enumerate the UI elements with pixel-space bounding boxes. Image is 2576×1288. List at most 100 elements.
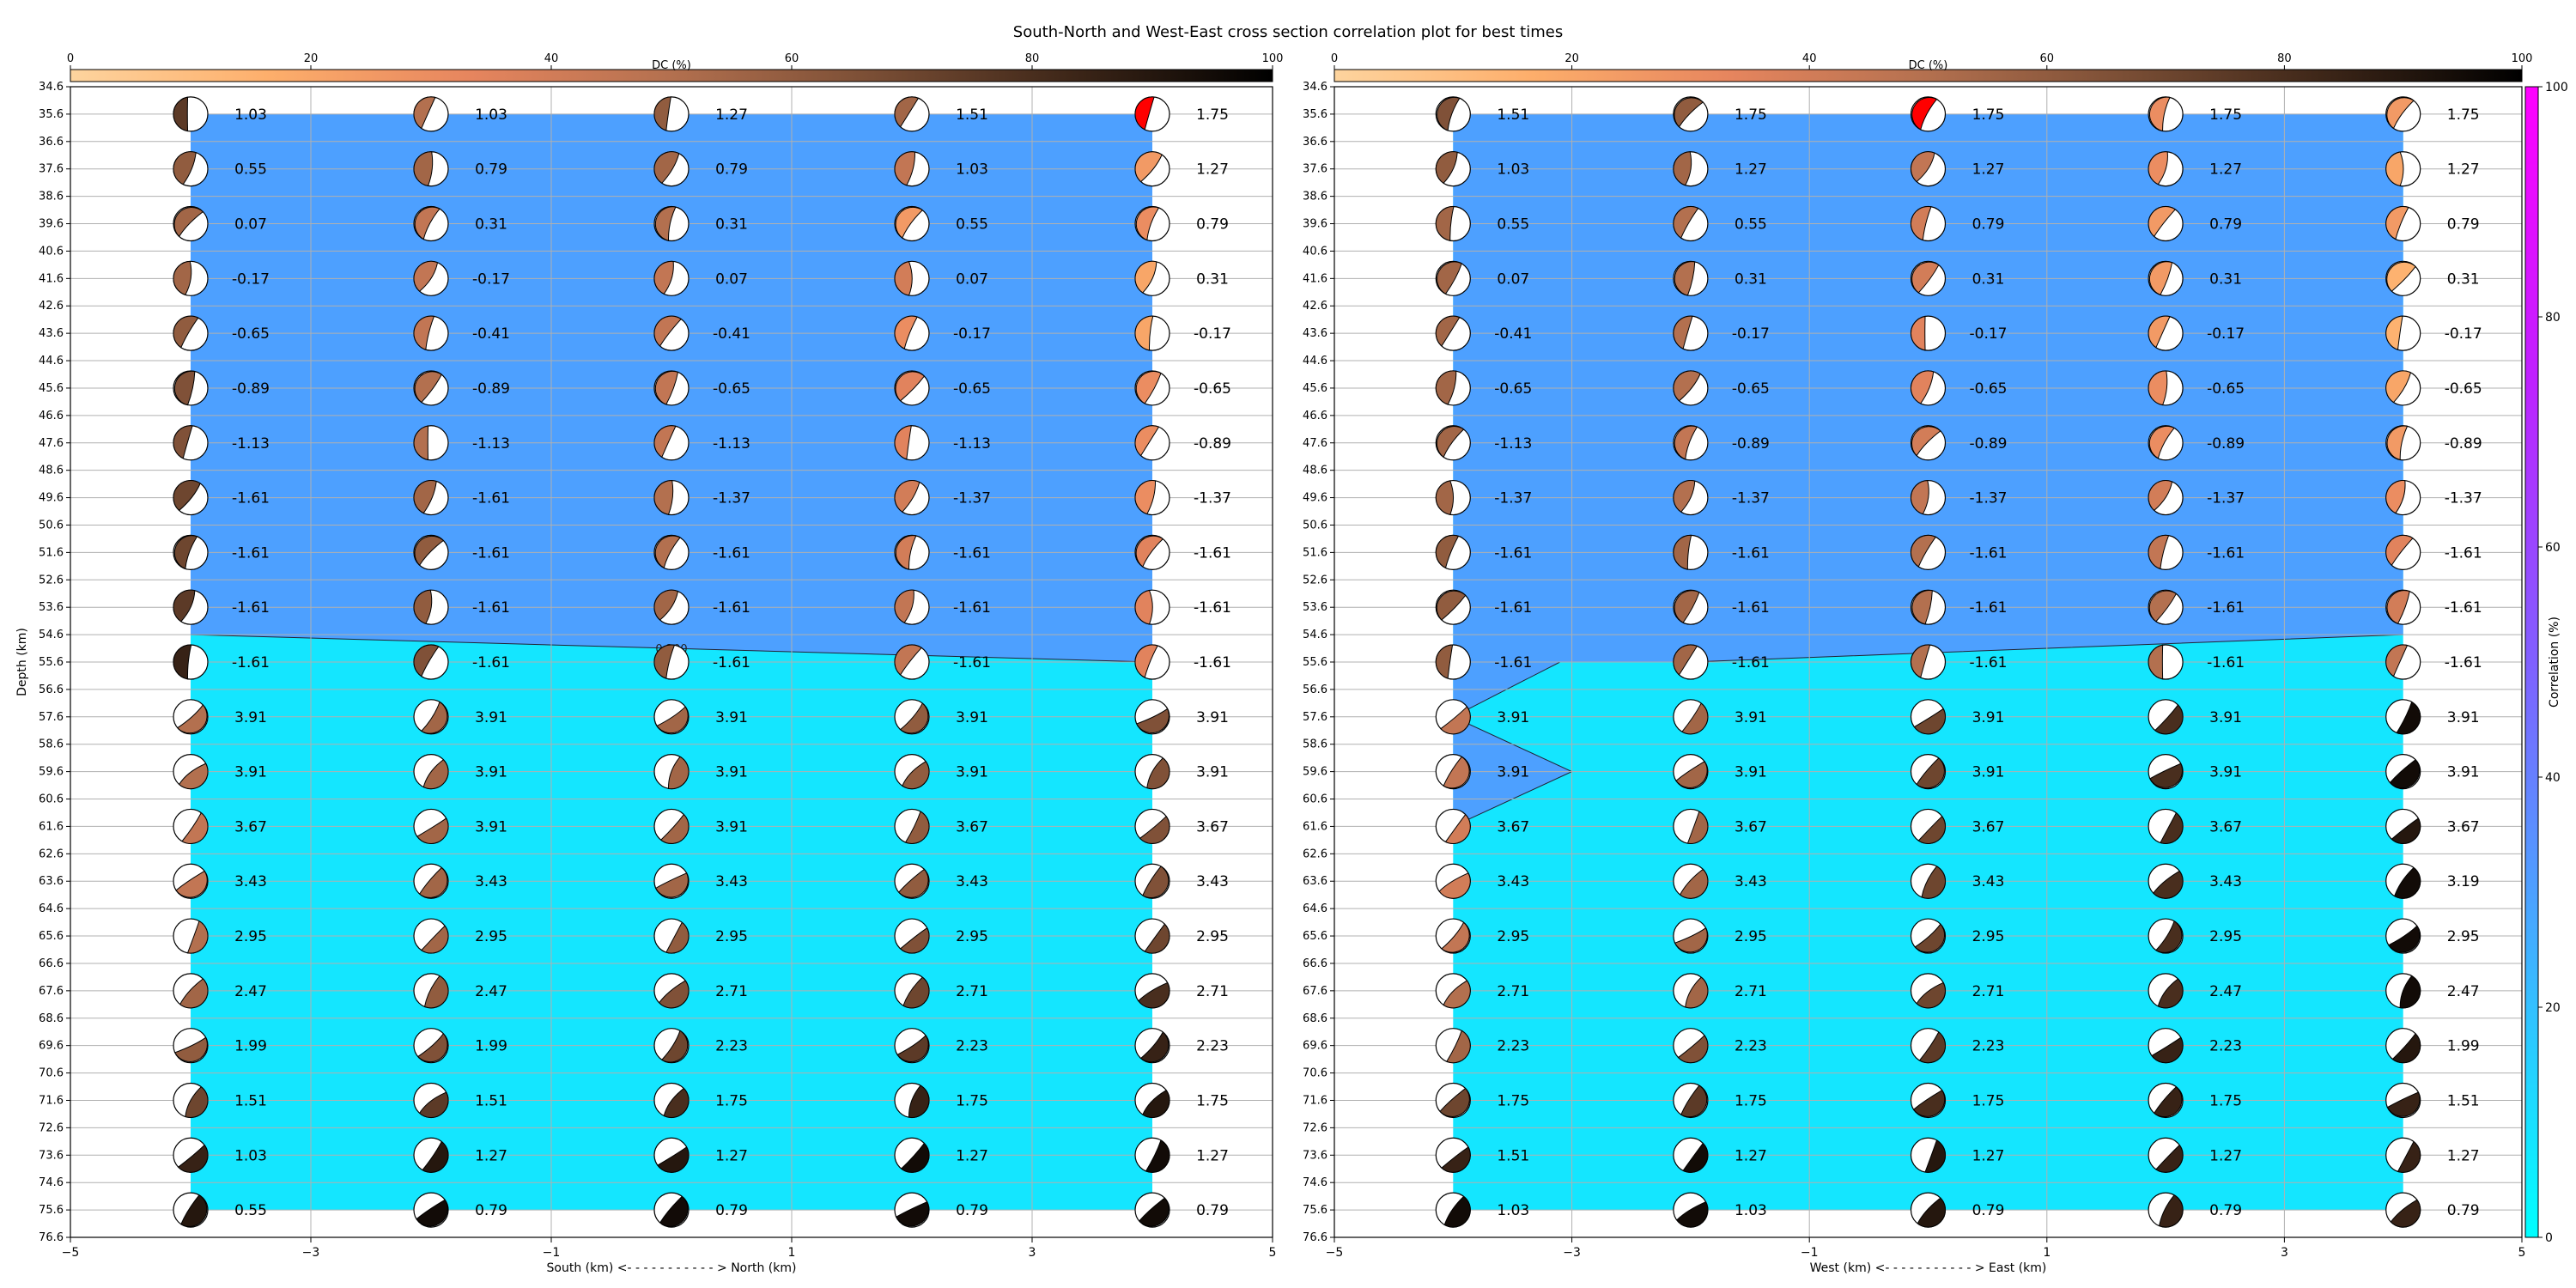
beachball-marker	[2148, 260, 2184, 296]
beachball-compression	[2148, 151, 2168, 185]
time-label: -0.17	[953, 325, 991, 343]
x-tick-label: 5	[2518, 1246, 2526, 1260]
time-label: 1.27	[2447, 1147, 2480, 1164]
time-label: 0.31	[2447, 270, 2480, 288]
time-label: 2.23	[1497, 1038, 1529, 1055]
x-tick-label: −3	[302, 1246, 320, 1260]
beachball-compression	[1438, 872, 1471, 899]
time-label: 3.91	[956, 764, 988, 781]
time-label: 2.47	[2209, 983, 2242, 1000]
time-label: 1.03	[1735, 1202, 1767, 1219]
beachball-marker	[2148, 754, 2184, 790]
beachball-compression	[904, 811, 930, 844]
beachball-marker	[1673, 918, 1709, 954]
beachball-compression	[1142, 866, 1170, 898]
y-tick-label: 41.6	[39, 272, 64, 285]
time-label: 3.67	[1735, 818, 1767, 835]
time-label: 3.43	[956, 873, 988, 890]
beachball-marker	[1134, 205, 1170, 242]
beachball-marker	[1134, 918, 1170, 954]
time-label: 0.07	[956, 270, 988, 288]
beachball-compression	[422, 759, 449, 790]
beachball-marker	[173, 863, 209, 899]
y-tick-label: 70.6	[39, 1067, 64, 1080]
beachball-compression	[1911, 261, 1940, 294]
y-tick-label: 73.6	[39, 1149, 64, 1162]
beachball-marker	[413, 973, 449, 1009]
time-label: 3.91	[1497, 764, 1529, 781]
time-label: -0.89	[2207, 435, 2245, 453]
beachball-marker	[1910, 1192, 1947, 1228]
time-label: 1.27	[715, 1147, 748, 1164]
beachball-compression	[2397, 1140, 2421, 1173]
beachball-compression	[2387, 925, 2421, 953]
beachball-compression	[1443, 1195, 1471, 1228]
time-label: -1.61	[1732, 599, 1770, 617]
time-label: 3.91	[475, 709, 507, 726]
y-tick-label: 54.6	[1303, 629, 1327, 641]
beachball-compression	[413, 644, 440, 677]
beachball-marker	[173, 1028, 209, 1064]
beachball-marker	[173, 260, 209, 296]
y-tick-label: 42.6	[1303, 300, 1327, 313]
beachball-marker	[1910, 260, 1947, 296]
y-tick-label: 53.6	[39, 601, 64, 614]
beachball-marker	[1673, 425, 1709, 461]
beachball-compression	[173, 370, 196, 406]
correlation-colorbar-label: Correlation (%)	[2548, 617, 2561, 708]
time-label: -1.61	[1970, 654, 2008, 671]
beachball-marker	[2148, 315, 2184, 351]
dc-colorbar-tick-label: 0	[67, 52, 74, 65]
beachball-compression	[1911, 370, 1935, 404]
beachball-marker	[1134, 644, 1170, 680]
beachball-compression	[2151, 1036, 2184, 1064]
beachball-marker	[413, 1137, 449, 1173]
beachball-marker	[1435, 315, 1471, 351]
time-label: -1.61	[1970, 599, 2008, 617]
dc-colorbar	[70, 69, 1273, 82]
time-label: 3.67	[956, 818, 988, 835]
beachball-marker	[1435, 260, 1471, 296]
time-label: 1.51	[2447, 1092, 2480, 1109]
beachball-compression	[2385, 206, 2409, 240]
x-axis-label: South (km) <- - - - - - - - - - - > Nort…	[547, 1261, 797, 1275]
beachball-compression	[665, 921, 690, 954]
beachball-marker	[1673, 644, 1709, 680]
time-label: 1.51	[234, 1092, 267, 1109]
beachball-marker	[1673, 754, 1709, 790]
beachball-compression	[2155, 1144, 2184, 1173]
beachball-compression	[658, 980, 690, 1009]
beachball-marker	[894, 96, 930, 132]
beachball-marker	[1673, 863, 1709, 899]
beachball-compression	[2385, 644, 2409, 677]
time-label: 0.79	[2209, 216, 2242, 234]
dc-colorbar-tick-label: 40	[544, 52, 559, 65]
beachball-marker	[1673, 589, 1709, 625]
beachball-marker	[2148, 205, 2184, 242]
x-tick-label: 3	[1029, 1246, 1036, 1260]
beachball-marker	[1435, 534, 1471, 570]
time-label: -1.37	[1970, 490, 2008, 507]
time-label: 3.67	[1497, 818, 1529, 835]
y-tick-label: 37.6	[1303, 163, 1327, 176]
beachball-marker	[173, 589, 209, 625]
beachball-marker	[2148, 589, 2184, 625]
beachball-marker	[1435, 479, 1471, 516]
y-tick-label: 59.6	[39, 766, 64, 779]
beachball-compression	[2385, 534, 2414, 567]
beachball-marker	[2385, 699, 2421, 735]
beachball-marker	[173, 205, 209, 242]
time-label: 2.71	[956, 983, 988, 1000]
dc-colorbar-label: DC (%)	[652, 59, 691, 72]
beachball-compression	[661, 1030, 689, 1063]
time-label: -0.17	[1194, 325, 1231, 343]
beachball-compression	[1439, 1087, 1470, 1117]
time-label: -1.61	[232, 490, 270, 507]
beachball-compression	[173, 644, 192, 680]
beachball-marker	[1673, 260, 1709, 296]
beachball-compression	[1921, 866, 1946, 899]
beachball-marker	[2148, 808, 2184, 845]
beachball-marker	[1435, 1082, 1471, 1119]
beachball-marker	[653, 918, 690, 954]
